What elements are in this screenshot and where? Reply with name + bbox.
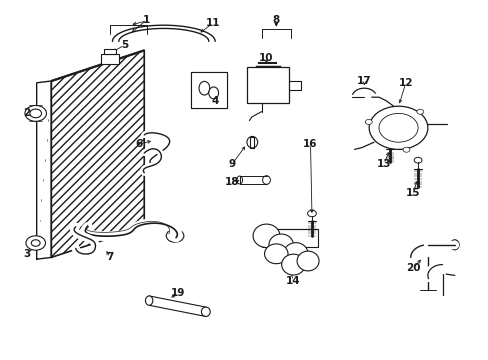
Circle shape	[413, 157, 421, 163]
Text: 3: 3	[23, 249, 30, 259]
Circle shape	[368, 106, 427, 149]
Bar	[191, 73, 226, 107]
Text: 13: 13	[376, 159, 390, 169]
Text: 7: 7	[106, 252, 114, 262]
Bar	[104, 49, 116, 54]
Ellipse shape	[208, 87, 218, 99]
Text: 6: 6	[136, 139, 142, 149]
Circle shape	[166, 229, 183, 242]
Text: 20: 20	[405, 263, 420, 273]
Ellipse shape	[253, 224, 279, 248]
Text: 10: 10	[259, 53, 273, 63]
Ellipse shape	[449, 240, 458, 250]
Circle shape	[416, 109, 423, 114]
Text: 11: 11	[205, 18, 220, 28]
Ellipse shape	[199, 81, 209, 95]
Ellipse shape	[281, 254, 305, 275]
Ellipse shape	[262, 176, 270, 184]
Text: 12: 12	[398, 78, 412, 88]
Ellipse shape	[297, 251, 319, 271]
Text: 18: 18	[224, 177, 239, 187]
Ellipse shape	[236, 176, 242, 184]
Bar	[190, 72, 227, 108]
Circle shape	[26, 236, 45, 250]
Text: 15: 15	[405, 188, 420, 198]
Circle shape	[402, 147, 409, 152]
Text: 14: 14	[285, 276, 300, 286]
Ellipse shape	[283, 243, 307, 265]
Circle shape	[307, 210, 316, 217]
Ellipse shape	[268, 234, 293, 256]
Text: 9: 9	[228, 159, 235, 169]
Ellipse shape	[264, 244, 287, 264]
Text: 1: 1	[143, 15, 150, 25]
Text: 19: 19	[171, 288, 185, 298]
Bar	[101, 54, 119, 64]
Text: 8: 8	[272, 15, 279, 25]
Ellipse shape	[201, 307, 210, 316]
Text: 4: 4	[211, 96, 219, 106]
Circle shape	[25, 105, 46, 121]
Text: 17: 17	[356, 76, 371, 86]
Text: 16: 16	[303, 139, 317, 149]
Circle shape	[365, 120, 371, 125]
Text: 5: 5	[121, 40, 128, 50]
FancyBboxPatch shape	[246, 67, 288, 103]
Text: 2: 2	[23, 108, 30, 118]
Ellipse shape	[145, 296, 153, 305]
